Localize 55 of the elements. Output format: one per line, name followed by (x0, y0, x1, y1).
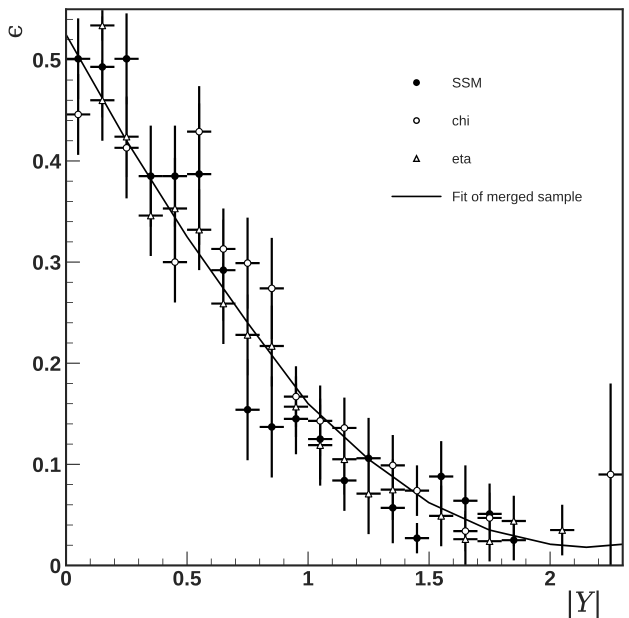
point (171, 258, 179, 266)
point (437, 472, 445, 480)
point (510, 536, 518, 544)
point (292, 392, 300, 400)
y-tick-label: 0.5 (33, 52, 61, 68)
point (244, 331, 252, 339)
point (388, 462, 397, 470)
point (388, 504, 397, 512)
point (437, 512, 445, 520)
x-tick-label: 2 (545, 570, 556, 586)
point (462, 527, 470, 535)
point (268, 342, 276, 350)
point (486, 514, 494, 522)
point (98, 63, 106, 71)
point (292, 415, 300, 423)
legend-label: Fit of merged sample (453, 191, 582, 204)
y-axis-title: ϵ (8, 26, 22, 38)
point (220, 245, 228, 253)
point (606, 470, 614, 478)
legend-label: eta (452, 154, 472, 164)
point (122, 144, 130, 152)
point (268, 284, 276, 292)
point (364, 454, 372, 462)
point (268, 423, 276, 431)
y-tick-label: 0.1 (33, 457, 61, 472)
point (244, 406, 252, 414)
point (558, 526, 566, 534)
point (122, 55, 130, 63)
point (340, 476, 348, 484)
y-tick-label: 0 (50, 558, 60, 574)
x-tick-label: 0.5 (173, 570, 201, 586)
x-tick-label: 1 (304, 571, 314, 586)
y-tick-label: 0.2 (33, 356, 60, 371)
y-tick-label: 0.4 (33, 154, 62, 169)
point (413, 534, 421, 542)
x-tick-label: 0 (61, 570, 71, 586)
x-axis-title: |Y| (568, 590, 599, 618)
legend-label: SSM (452, 78, 481, 88)
point (195, 170, 203, 178)
point (510, 517, 518, 525)
point (74, 110, 82, 118)
point (316, 417, 324, 425)
point (195, 128, 203, 136)
point (340, 424, 348, 432)
point (462, 496, 470, 505)
point (413, 486, 421, 494)
legend-label: chi (452, 115, 469, 126)
point (244, 259, 252, 267)
point (220, 266, 228, 274)
point (171, 172, 179, 180)
point (74, 55, 82, 63)
point (146, 172, 155, 180)
x-tick-label: 1.5 (416, 571, 443, 586)
point (316, 435, 324, 443)
y-tick-label: 0.3 (33, 255, 60, 270)
